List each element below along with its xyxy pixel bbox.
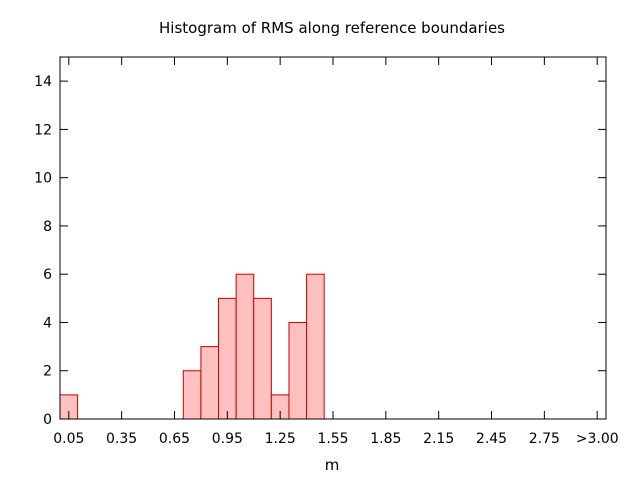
histogram-bar — [288, 321, 308, 420]
histogram-bar — [253, 297, 272, 420]
x-tick-label: 2.45 — [476, 431, 507, 447]
y-tick-label: 10 — [34, 171, 52, 187]
x-tick-label: >3.00 — [576, 431, 619, 447]
y-tick-label: 0 — [43, 412, 52, 428]
histogram-bar — [218, 297, 237, 420]
x-tick-label: 1.85 — [370, 431, 401, 447]
x-tick-label: 0.95 — [212, 431, 243, 447]
x-axis-label: m — [325, 456, 340, 474]
y-tick-label: 8 — [43, 219, 52, 235]
x-axis: 0.05 0.35 0.65 0.95 1.25 1.55 1.85 2.15 2.45 2.75… — [53, 57, 619, 447]
bars-group — [59, 273, 325, 420]
x-tick-label: 0.35 — [106, 431, 137, 447]
y-axis: 0 2 4 6 8 10 12 14 — [34, 74, 606, 428]
histogram-bar — [306, 273, 325, 420]
plot-frame — [59, 56, 607, 420]
x-tick-label: 1.25 — [265, 431, 296, 447]
chart-title: Histogram of RMS along reference boundar… — [159, 19, 505, 37]
x-tick-label: 0.05 — [53, 431, 84, 447]
histogram-bar — [200, 346, 220, 420]
y-tick-label: 6 — [43, 267, 52, 283]
x-tick-label: 2.15 — [423, 431, 454, 447]
x-tick-label: 0.65 — [159, 431, 190, 447]
x-tick-label: 1.55 — [317, 431, 348, 447]
histogram-bar — [235, 273, 255, 420]
histogram-bar — [182, 370, 202, 420]
y-tick-label: 12 — [34, 122, 52, 138]
x-tick-label: 2.75 — [529, 431, 560, 447]
y-tick-label: 2 — [43, 364, 52, 380]
y-tick-label: 4 — [43, 315, 52, 331]
y-tick-label: 14 — [34, 74, 52, 90]
